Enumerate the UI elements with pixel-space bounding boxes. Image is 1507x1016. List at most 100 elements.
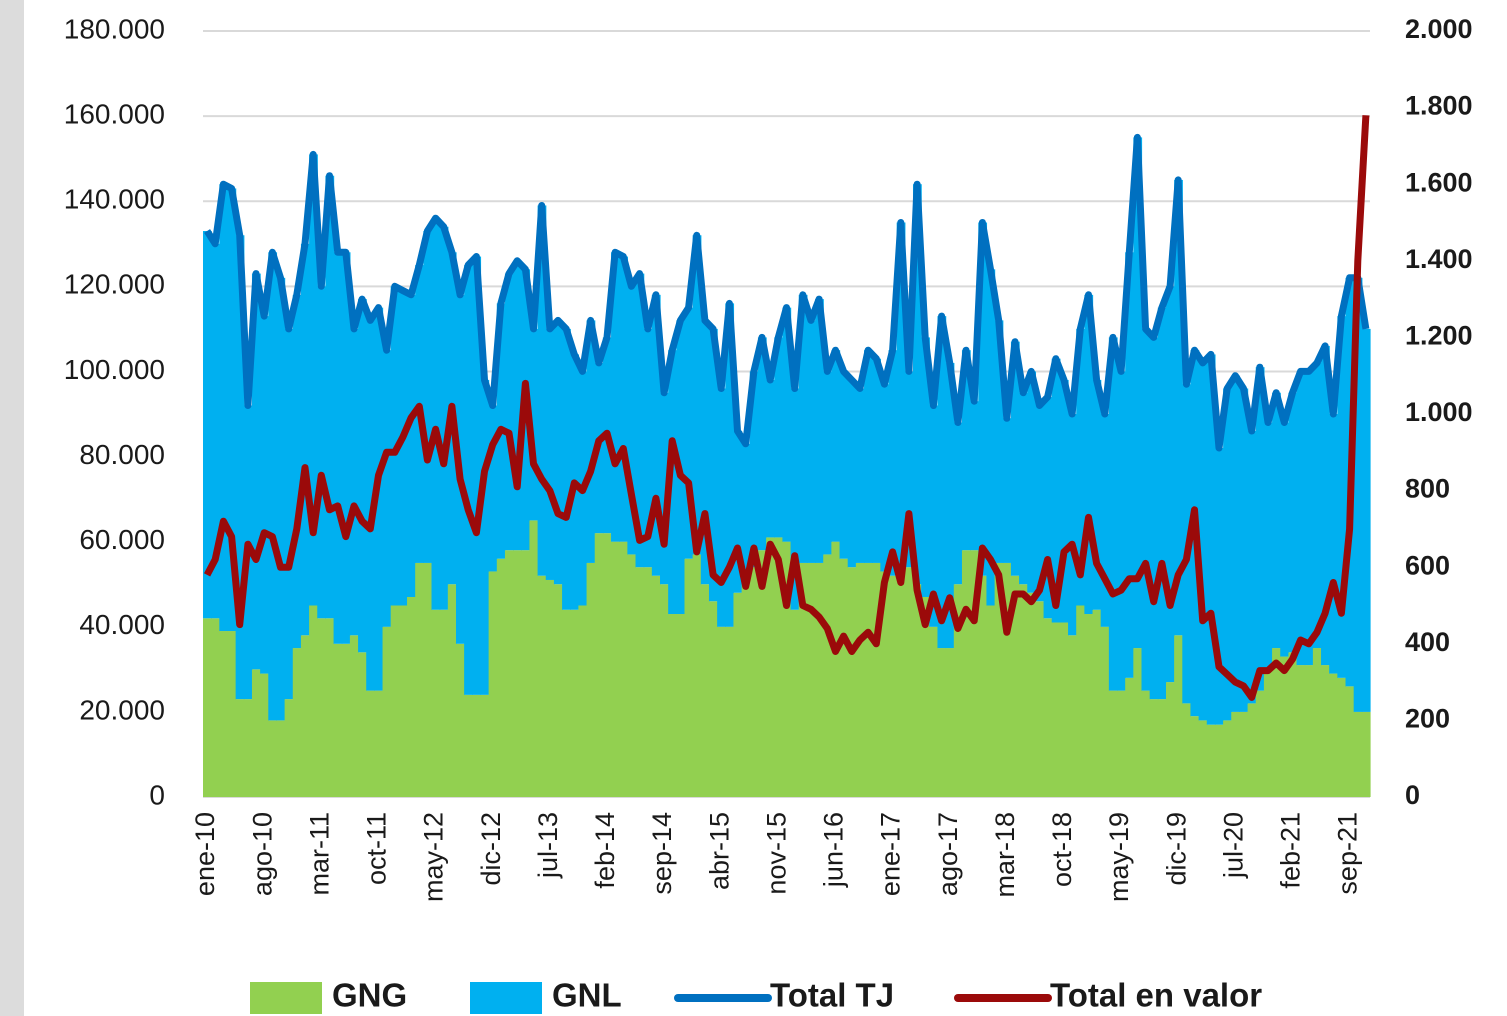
area-segment — [1108, 337, 1118, 691]
area-segment — [455, 643, 465, 797]
area-segment — [945, 362, 955, 649]
area-segment — [1321, 665, 1330, 797]
area-segment — [1165, 286, 1175, 683]
area-segment — [545, 328, 555, 580]
area-segment — [1255, 367, 1265, 691]
area-segment — [219, 184, 229, 632]
area-segment — [423, 231, 433, 563]
area-segment — [1149, 337, 1159, 700]
area-segment — [1312, 362, 1322, 649]
area-segment — [358, 299, 367, 653]
area-segment — [961, 350, 971, 551]
area-segment — [692, 554, 702, 797]
y-tick-label: 20.000 — [79, 694, 165, 725]
area-segment — [317, 286, 327, 619]
area-segment — [1296, 371, 1306, 666]
area-segment — [1272, 392, 1281, 649]
area-segment — [1133, 137, 1143, 649]
area-segment — [398, 290, 408, 606]
area-segment — [660, 392, 669, 585]
area-segment — [904, 371, 914, 568]
area-segment — [1272, 648, 1281, 797]
area-segment — [219, 631, 229, 797]
y-tick-label: 40.000 — [79, 609, 165, 640]
area-segment — [635, 273, 645, 568]
area-segment — [1043, 618, 1053, 797]
x-tick-label: feb-14 — [590, 812, 620, 889]
area-segment — [855, 562, 865, 797]
area-segment — [1092, 379, 1102, 610]
area-segment — [292, 648, 302, 797]
area-segment — [203, 231, 212, 619]
area-segment — [1231, 375, 1241, 712]
area-segment — [1329, 673, 1338, 797]
area-segment — [1263, 422, 1273, 670]
area-segment — [1068, 635, 1077, 797]
area-segment — [806, 320, 816, 563]
area-segment — [374, 307, 384, 691]
area-segment — [211, 243, 220, 619]
area-segment — [570, 609, 579, 797]
area-segment — [1157, 699, 1167, 797]
area-segment — [325, 175, 335, 619]
area-segment — [961, 550, 971, 797]
line — [204, 115, 1370, 701]
area-segment — [300, 635, 310, 797]
area-segment — [358, 652, 367, 797]
area-segment — [243, 699, 253, 797]
area-segment — [292, 294, 302, 649]
area-segment — [741, 443, 751, 576]
area-segment — [407, 294, 416, 597]
area-segment — [627, 286, 637, 555]
x-tick-label: feb-21 — [1276, 812, 1306, 889]
x-tick-label: may-12 — [419, 812, 449, 902]
area-segment — [700, 584, 710, 797]
area-segment — [1296, 665, 1306, 797]
area-segment — [1092, 609, 1102, 797]
area-segment — [929, 405, 939, 627]
area-segment — [1361, 328, 1371, 712]
area-segment — [921, 337, 930, 597]
area-segment — [766, 379, 775, 538]
area-segment — [1076, 328, 1085, 606]
area-segment — [553, 320, 563, 585]
area-segment — [749, 567, 759, 797]
area-segment — [978, 222, 988, 576]
area-segment — [880, 384, 890, 572]
area-segment — [1027, 592, 1037, 797]
area-segment — [725, 303, 735, 627]
area-segment — [260, 673, 269, 797]
area-segment — [341, 252, 351, 644]
area-segment — [211, 618, 220, 797]
area-segment — [953, 422, 963, 585]
area-segment — [1337, 677, 1347, 797]
area-segment — [1174, 179, 1183, 636]
area-segment — [260, 316, 269, 674]
x-tick-label: mar-18 — [990, 812, 1020, 898]
x-tick-label: nov-15 — [761, 812, 791, 895]
area-segment — [1117, 371, 1126, 691]
area-segment — [798, 294, 808, 563]
area-segment — [1361, 711, 1371, 797]
area-segment — [1231, 711, 1241, 797]
area-segment — [611, 541, 620, 797]
area-segment — [1304, 665, 1314, 797]
area-segment — [325, 618, 335, 797]
area-segment — [562, 328, 571, 610]
area-segment — [227, 188, 237, 632]
area-segment — [1337, 316, 1347, 678]
area-segment — [970, 401, 979, 551]
area-segment — [806, 562, 816, 797]
area-segment — [284, 699, 294, 797]
area-segment — [1076, 605, 1085, 797]
area-segment — [880, 571, 890, 797]
area-segment — [684, 558, 694, 797]
area-segment — [529, 520, 539, 797]
area-segment — [823, 371, 832, 555]
area-segment — [366, 690, 375, 797]
area-segment — [986, 605, 996, 797]
area-segment — [513, 260, 522, 551]
area-segment — [1329, 414, 1338, 674]
area-segment — [529, 328, 539, 521]
area-segment — [1174, 635, 1183, 797]
